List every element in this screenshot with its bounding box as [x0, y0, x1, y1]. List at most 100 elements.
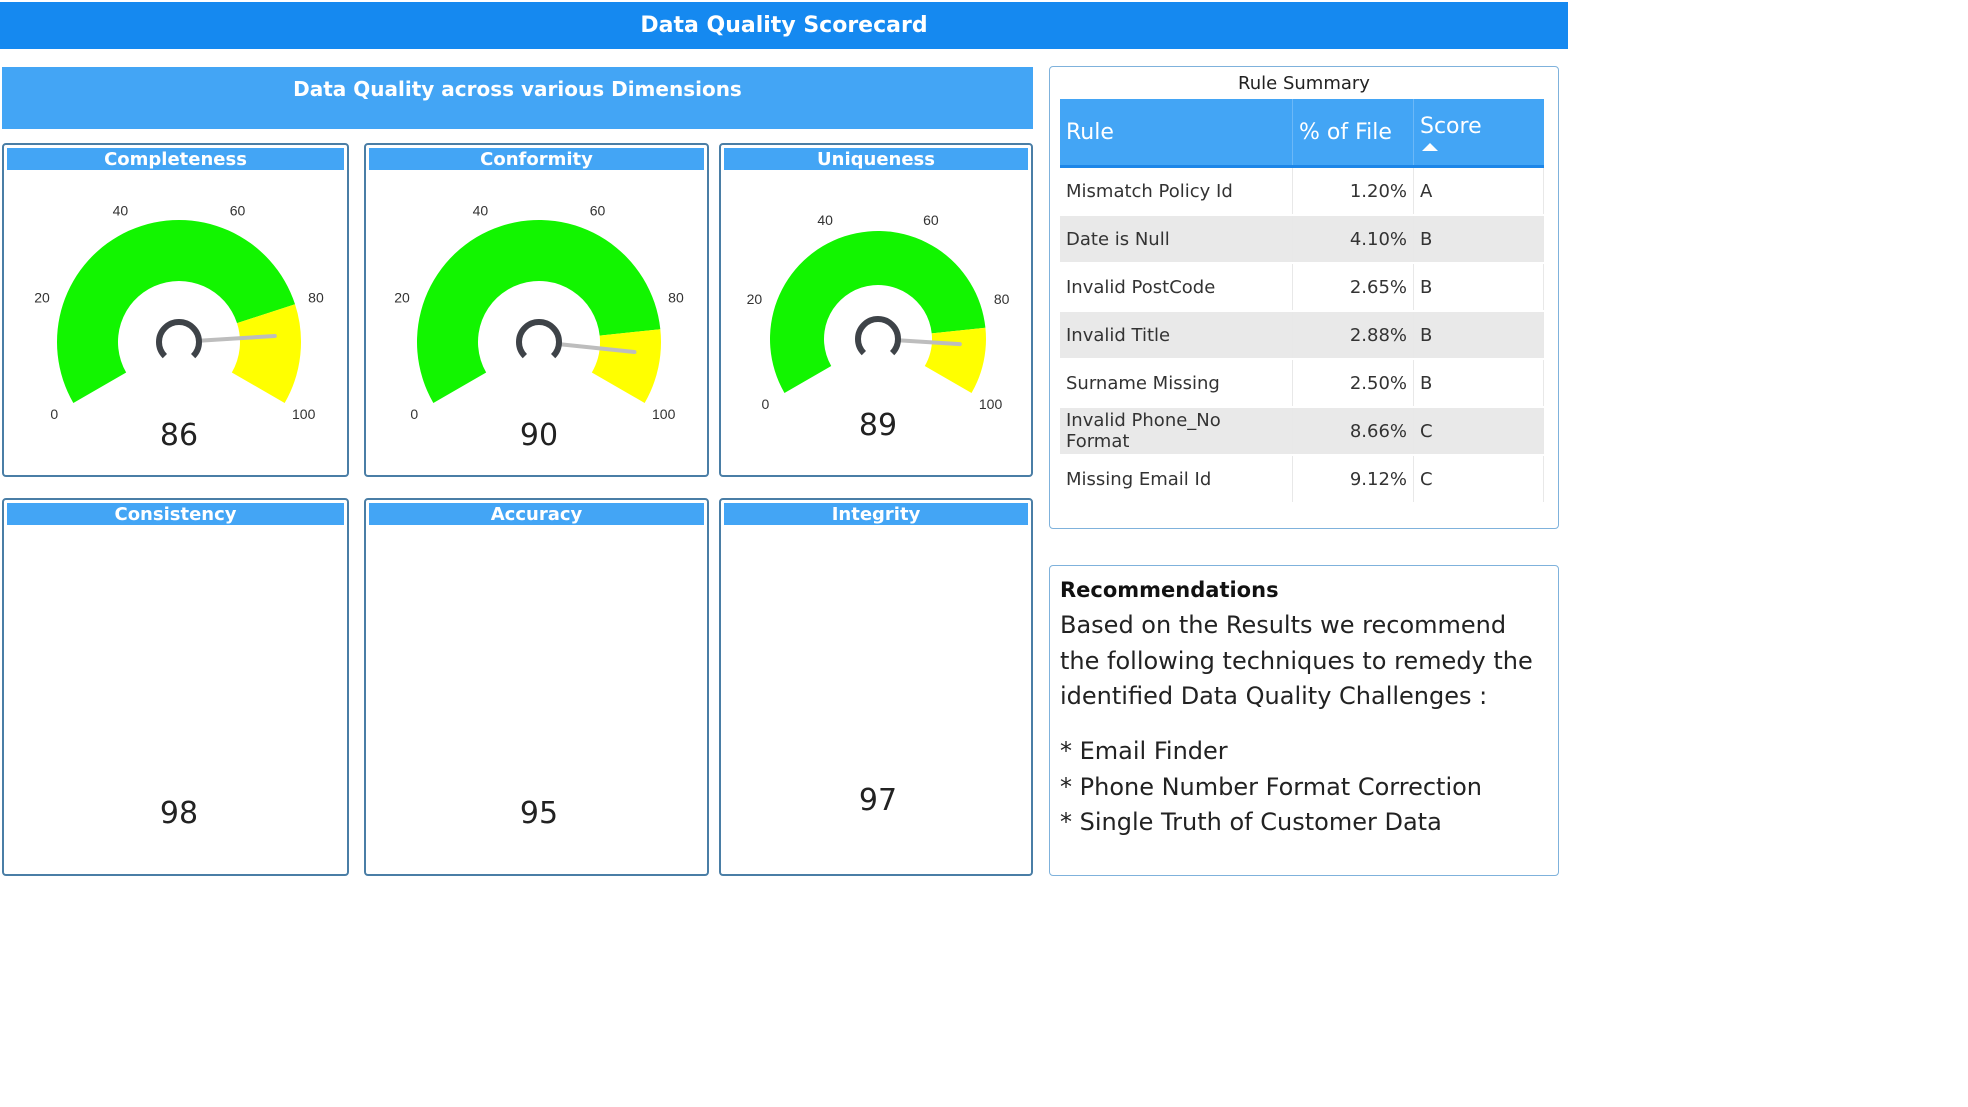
- gauge-card-consistency[interactable]: Consistency 02040608010098: [2, 498, 349, 876]
- gauge-chart: 0 20 40 60 80 100 86: [34, 202, 324, 453]
- gauge-good-band: [770, 230, 986, 393]
- gauge-tick-label: 80: [308, 290, 324, 306]
- score-cell: B: [1413, 359, 1544, 407]
- gauge-tick-label: 40: [473, 202, 489, 218]
- rule-cell: Invalid PostCode: [1060, 263, 1293, 311]
- rule-cell: Missing Email Id: [1060, 455, 1293, 503]
- pct-cell: 9.12%: [1292, 455, 1414, 503]
- gauge-warn-band: [591, 329, 661, 403]
- score-cell: A: [1413, 166, 1544, 215]
- sort-ascending-icon[interactable]: [1422, 142, 1438, 151]
- recommendations-body: Based on the Results we recommend the fo…: [1060, 611, 1533, 710]
- gauge-tick-label: 60: [923, 212, 939, 228]
- rule-cell: Date is Null: [1060, 215, 1293, 263]
- gauge-tick-label: 0: [762, 396, 770, 412]
- gauge-value: 89: [859, 408, 897, 443]
- dashboard-title-bar: Data Quality Scorecard: [0, 2, 1568, 49]
- gauge-warn-band: [924, 327, 986, 393]
- score-cell: C: [1413, 407, 1544, 455]
- gauge-warn-band: [231, 304, 301, 403]
- pct-cell: 2.88%: [1292, 311, 1414, 359]
- section-header: Data Quality across various Dimensions: [2, 67, 1033, 129]
- gauge-value: 86: [160, 418, 198, 453]
- column-header-label: % of File: [1299, 119, 1392, 145]
- gauge-tick-label: 20: [747, 291, 763, 307]
- gauge-tick-label: 80: [994, 291, 1010, 307]
- score-cell: B: [1413, 263, 1544, 311]
- gauge-title: Accuracy: [369, 503, 704, 525]
- gauge-tick-label: 0: [50, 406, 58, 422]
- gauge-title: Conformity: [369, 148, 704, 170]
- recommendation-item: * Phone Number Format Correction: [1060, 772, 1483, 801]
- column-header-score[interactable]: Score: [1413, 99, 1544, 167]
- table-row[interactable]: Mismatch Policy Id 1.20% A: [1060, 166, 1544, 215]
- rule-summary-table: Rule % of File Score Mismatch Policy Id 1…: [1060, 99, 1544, 504]
- score-cell: B: [1413, 311, 1544, 359]
- gauge-tick-label: 60: [590, 202, 606, 218]
- pct-cell: 2.65%: [1292, 263, 1414, 311]
- gauge-chart: 02040608010098: [160, 796, 198, 831]
- gauge-card-completeness[interactable]: Completeness 0 20 40 60 80 100 86: [2, 143, 349, 477]
- gauge-hub: [855, 316, 901, 356]
- gauge-chart: 02040608010095: [520, 796, 558, 831]
- rule-cell: Invalid Phone_No Format: [1060, 407, 1293, 455]
- dashboard-title: Data Quality Scorecard: [640, 13, 928, 38]
- gauge-title: Consistency: [7, 503, 344, 525]
- recommendations-list: * Email Finder * Phone Number Format Cor…: [1060, 734, 1482, 841]
- gauge-tick-label: 20: [34, 290, 50, 306]
- recommendation-item: * Email Finder: [1060, 737, 1228, 765]
- table-row[interactable]: Invalid Phone_No Format 8.66% C: [1060, 407, 1544, 455]
- gauge-tick-label: 100: [979, 396, 1003, 412]
- pct-cell: 1.20%: [1292, 166, 1414, 215]
- score-cell: B: [1413, 215, 1544, 263]
- rule-cell: Invalid Title: [1060, 311, 1293, 359]
- table-row[interactable]: Date is Null 4.10% B: [1060, 215, 1544, 263]
- gauge-hub: [156, 319, 202, 359]
- gauge-needle: [895, 338, 962, 347]
- gauge-tick-label: 80: [668, 290, 684, 306]
- gauge-good-band: [416, 219, 661, 403]
- rule-summary-panel: Rule Summary Rule % of File Score Mismat…: [1049, 66, 1559, 529]
- rule-summary-title: Rule Summary: [1238, 73, 1370, 94]
- gauge-card-conformity[interactable]: Conformity 0 20 40 60 80 100 90: [364, 143, 709, 477]
- column-header-label: Rule: [1066, 119, 1114, 145]
- gauge-tick-label: 100: [652, 406, 676, 422]
- gauge-value: 95: [520, 796, 558, 831]
- gauge-tick-label: 100: [292, 406, 316, 422]
- gauge-chart: 0 20 40 60 80 100 89: [747, 212, 1010, 443]
- table-row[interactable]: Missing Email Id 9.12% C: [1060, 455, 1544, 503]
- gauge-needle: [196, 333, 277, 343]
- gauge-tick-label: 0: [410, 406, 418, 422]
- gauge-card-accuracy[interactable]: Accuracy 02040608010095: [364, 498, 709, 876]
- column-header-pct[interactable]: % of File: [1292, 99, 1414, 167]
- table-row[interactable]: Invalid Title 2.88% B: [1060, 311, 1544, 359]
- column-header-label: Score: [1420, 113, 1482, 139]
- gauge-value: 97: [859, 783, 897, 818]
- column-header-rule[interactable]: Rule: [1060, 99, 1293, 167]
- gauge-needle: [556, 342, 637, 355]
- gauge-tick-label: 60: [230, 202, 246, 218]
- gauge-card-integrity[interactable]: Integrity 02040608010097: [719, 498, 1033, 876]
- rule-cell: Surname Missing: [1060, 359, 1293, 407]
- gauge-title: Uniqueness: [724, 148, 1028, 170]
- recommendation-item: * Single Truth of Customer Data: [1060, 808, 1442, 836]
- gauge-value: 98: [160, 796, 198, 831]
- gauge-tick-label: 20: [394, 290, 410, 306]
- gauge-title: Integrity: [724, 503, 1028, 525]
- section-title: Data Quality across various Dimensions: [293, 77, 742, 101]
- gauge-chart: 0 20 40 60 80 100 90: [394, 202, 684, 453]
- table-row[interactable]: Invalid PostCode 2.65% B: [1060, 263, 1544, 311]
- pct-cell: 4.10%: [1292, 215, 1414, 263]
- gauge-good-band: [56, 219, 296, 403]
- recommendations-title: Recommendations: [1060, 578, 1279, 602]
- gauge-tick-label: 40: [817, 212, 833, 228]
- table-row[interactable]: Surname Missing 2.50% B: [1060, 359, 1544, 407]
- pct-cell: 8.66%: [1292, 407, 1414, 455]
- gauge-title: Completeness: [7, 148, 344, 170]
- gauge-value: 90: [520, 418, 558, 453]
- gauge-tick-label: 40: [113, 202, 129, 218]
- rule-cell: Mismatch Policy Id: [1060, 166, 1293, 215]
- gauge-card-uniqueness[interactable]: Uniqueness 0 20 40 60 80 100 89: [719, 143, 1033, 477]
- recommendations-panel: Recommendations Based on the Results we …: [1049, 565, 1559, 876]
- gauge-hub: [516, 319, 562, 359]
